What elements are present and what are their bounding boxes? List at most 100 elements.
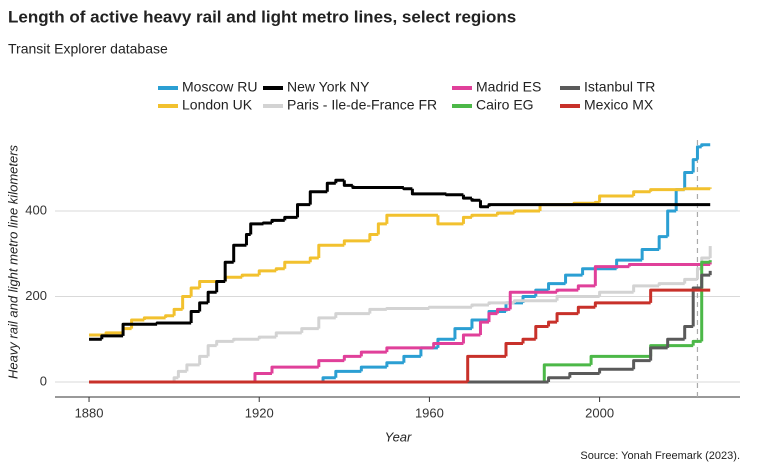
step-segment — [495, 211, 515, 216]
step-segment — [649, 346, 668, 361]
step-segment — [206, 290, 217, 303]
step-segment — [185, 363, 200, 372]
y-axis-title: Heavy rail and light metro line kilomete… — [5, 144, 20, 379]
step-segment — [368, 307, 387, 314]
step-segment — [487, 301, 515, 306]
step-segment — [189, 286, 200, 297]
step-segment — [385, 213, 438, 224]
step-segment — [274, 331, 302, 338]
step-segment — [325, 181, 336, 192]
step-segment — [666, 337, 685, 348]
x-tick-label: 1960 — [415, 405, 444, 420]
step-segment — [244, 233, 251, 246]
step-segment — [317, 316, 336, 329]
step-segment — [249, 222, 264, 235]
step-segment — [351, 185, 404, 189]
step-segment — [470, 318, 489, 329]
step-segment — [359, 350, 387, 357]
step-segment — [142, 316, 166, 321]
step-segment — [317, 359, 345, 368]
step-segment — [513, 299, 558, 303]
chart-title: Length of active heavy rail and light me… — [8, 7, 516, 26]
step-segment — [593, 200, 600, 204]
step-segment — [206, 344, 217, 357]
step-segment — [334, 369, 362, 378]
x-tick-label: 2000 — [585, 405, 614, 420]
step-segment — [253, 371, 272, 383]
legend-label: Moscow RU — [182, 79, 257, 95]
step-segment — [555, 312, 579, 323]
step-segment — [683, 324, 694, 340]
legend-label: Madrid ES — [476, 79, 541, 95]
step-segment — [461, 215, 472, 224]
step-segment — [334, 178, 345, 184]
step-segment — [432, 342, 464, 348]
legend-label: Istanbul TR — [584, 79, 655, 95]
step-segment — [461, 333, 481, 344]
step-segment — [198, 301, 209, 312]
step-segment — [283, 215, 298, 221]
step-segment — [342, 180, 353, 187]
step-segment — [683, 170, 694, 190]
step-segment — [410, 188, 447, 196]
step-segment — [627, 262, 711, 267]
step-segment — [691, 286, 702, 327]
step-segment — [223, 275, 243, 282]
step-segment — [568, 371, 600, 378]
step-segment — [436, 215, 464, 226]
step-segment — [181, 295, 192, 310]
step-segment — [504, 342, 524, 357]
step-segment — [466, 354, 506, 383]
y-tick-label: 200 — [25, 288, 47, 303]
step-segment — [368, 233, 379, 241]
x-tick-label: 1880 — [75, 405, 104, 420]
step-segment — [317, 243, 345, 259]
step-segment — [470, 213, 498, 218]
y-tick-label: 0 — [40, 373, 47, 388]
step-segment — [657, 282, 685, 286]
step-segment — [478, 200, 489, 209]
step-segment — [215, 339, 234, 346]
step-segment — [700, 260, 711, 342]
step-segment — [700, 273, 711, 288]
step-segment — [385, 346, 434, 353]
step-segment — [385, 306, 430, 310]
step-segment — [547, 376, 570, 383]
step-segment — [674, 188, 685, 211]
step-segment — [270, 365, 319, 374]
step-segment — [632, 359, 651, 370]
x-tick-label: 1920 — [245, 405, 274, 420]
step-segment — [283, 260, 311, 269]
legend-label: Paris - Ile-de-France FR — [287, 97, 437, 113]
step-segment — [261, 221, 272, 225]
step-segment — [576, 305, 596, 314]
step-segment — [555, 295, 600, 301]
step-segment — [683, 187, 711, 191]
step-segment — [385, 361, 404, 368]
step-segment — [198, 354, 209, 365]
step-segment — [649, 288, 711, 303]
step-segment — [691, 158, 698, 173]
step-segment — [342, 239, 370, 246]
step-segment — [513, 209, 541, 214]
step-segment — [172, 307, 183, 316]
step-segment — [461, 194, 472, 200]
step-segment — [593, 265, 630, 286]
step-segment — [564, 273, 583, 284]
step-segment — [649, 188, 685, 192]
step-segment — [666, 209, 677, 237]
step-segment — [274, 267, 285, 271]
step-segment — [598, 290, 634, 297]
step-segment — [359, 365, 387, 372]
legend-label: Mexico MX — [584, 97, 654, 113]
step-segment — [700, 143, 711, 147]
step-segment — [296, 203, 311, 218]
step-segment — [453, 327, 472, 340]
step-segment — [487, 203, 711, 207]
step-segment — [308, 190, 328, 205]
step-segment — [257, 269, 277, 276]
step-segment — [189, 309, 200, 324]
legend-label: Cairo EG — [476, 97, 534, 113]
step-segment — [632, 284, 660, 293]
